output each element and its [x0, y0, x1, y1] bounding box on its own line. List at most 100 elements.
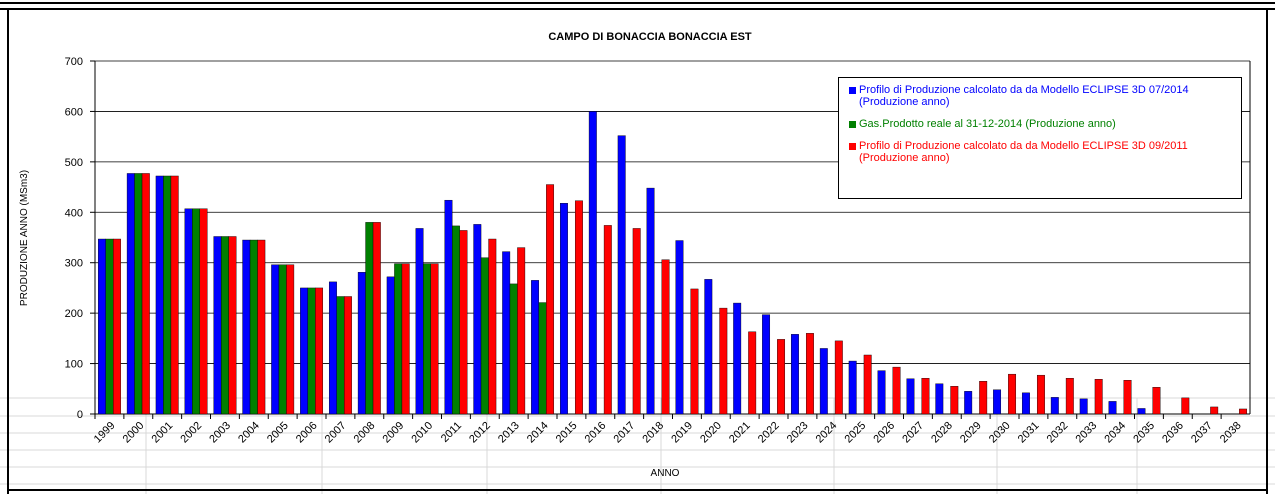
legend: Profilo di Produzione calcolato da da Mo…	[838, 77, 1242, 199]
bar	[574, 200, 583, 415]
bar	[921, 377, 930, 415]
bar	[155, 175, 164, 415]
y-tick-label: 400	[65, 207, 83, 219]
bar	[328, 281, 337, 415]
bar	[675, 240, 684, 415]
bar	[632, 228, 641, 415]
bar	[271, 264, 280, 415]
bar	[805, 333, 814, 415]
bar	[249, 239, 258, 415]
bar	[307, 287, 316, 415]
bar	[1152, 387, 1161, 415]
bar	[134, 173, 143, 415]
bar	[415, 228, 424, 415]
bar	[1050, 397, 1059, 415]
bar	[979, 381, 988, 415]
bar	[950, 386, 959, 415]
bar	[1079, 398, 1088, 415]
legend-swatch	[849, 87, 856, 94]
bar	[1137, 408, 1146, 415]
bar	[617, 135, 626, 415]
bar	[790, 334, 799, 415]
legend-label: Profilo di Produzione calcolato da da Mo…	[859, 84, 1189, 108]
bar	[315, 287, 324, 415]
bar	[97, 238, 106, 415]
bar	[1210, 406, 1219, 415]
bar	[704, 279, 713, 415]
bar	[863, 354, 872, 415]
chart-title: CAMPO DI BONACCIA BONACCIA EST	[548, 31, 752, 43]
bar	[877, 370, 886, 415]
bar	[343, 296, 352, 415]
bar	[1123, 380, 1132, 415]
bar	[993, 389, 1002, 415]
bar	[430, 263, 439, 415]
bar	[1108, 401, 1117, 415]
bar	[1239, 408, 1248, 415]
bar	[300, 287, 309, 415]
bar	[192, 208, 201, 415]
y-tick-label: 700	[65, 56, 83, 68]
bar	[1008, 373, 1017, 415]
legend-swatch	[849, 121, 856, 128]
bar	[473, 224, 482, 415]
bar	[892, 366, 901, 415]
bar	[228, 236, 237, 415]
bar	[105, 238, 114, 415]
bar	[459, 230, 468, 415]
bar	[546, 184, 555, 415]
y-tick-label: 500	[65, 157, 83, 169]
bar	[559, 203, 568, 415]
bar	[777, 339, 786, 415]
bar	[690, 288, 699, 415]
bar	[1181, 397, 1190, 415]
y-tick-label: 600	[65, 106, 83, 118]
bar	[141, 173, 150, 415]
bar	[488, 238, 497, 415]
bar	[1065, 377, 1074, 415]
y-tick-label: 0	[77, 409, 83, 421]
legend-item: Profilo di Produzione calcolato da da Mo…	[849, 140, 1235, 164]
bar	[401, 263, 410, 415]
bar	[1036, 374, 1045, 415]
bar	[444, 199, 453, 415]
legend-item: Profilo di Produzione calcolato da da Mo…	[849, 84, 1235, 108]
bar	[1021, 392, 1030, 415]
bar	[531, 280, 540, 415]
bar	[762, 314, 771, 415]
y-tick-label: 300	[65, 258, 83, 270]
bar	[220, 236, 229, 415]
bar	[935, 383, 944, 415]
bar	[819, 348, 828, 415]
bar	[517, 247, 526, 415]
bar	[964, 391, 973, 415]
legend-label: Gas.Prodotto reale al 31-12-2014 (Produz…	[859, 118, 1116, 130]
bar	[213, 236, 222, 415]
bar	[184, 208, 193, 415]
bar	[423, 263, 432, 415]
bar	[336, 296, 345, 415]
bar	[112, 238, 121, 415]
bar	[502, 251, 511, 415]
bar	[588, 111, 597, 415]
bar	[365, 222, 374, 415]
bar	[242, 239, 251, 415]
bar	[394, 263, 403, 415]
bar	[646, 187, 655, 415]
bar	[538, 302, 547, 415]
bar	[848, 360, 857, 415]
bar	[719, 307, 728, 415]
bar	[126, 173, 135, 415]
legend-item: Gas.Prodotto reale al 31-12-2014 (Produz…	[849, 118, 1235, 130]
bar	[748, 331, 757, 415]
legend-swatch	[849, 143, 856, 150]
bar	[661, 259, 670, 415]
legend-label: Profilo di Produzione calcolato da da Mo…	[859, 140, 1188, 164]
bar	[603, 225, 612, 415]
bar	[372, 222, 381, 415]
bar	[257, 239, 266, 415]
bar	[286, 264, 295, 415]
